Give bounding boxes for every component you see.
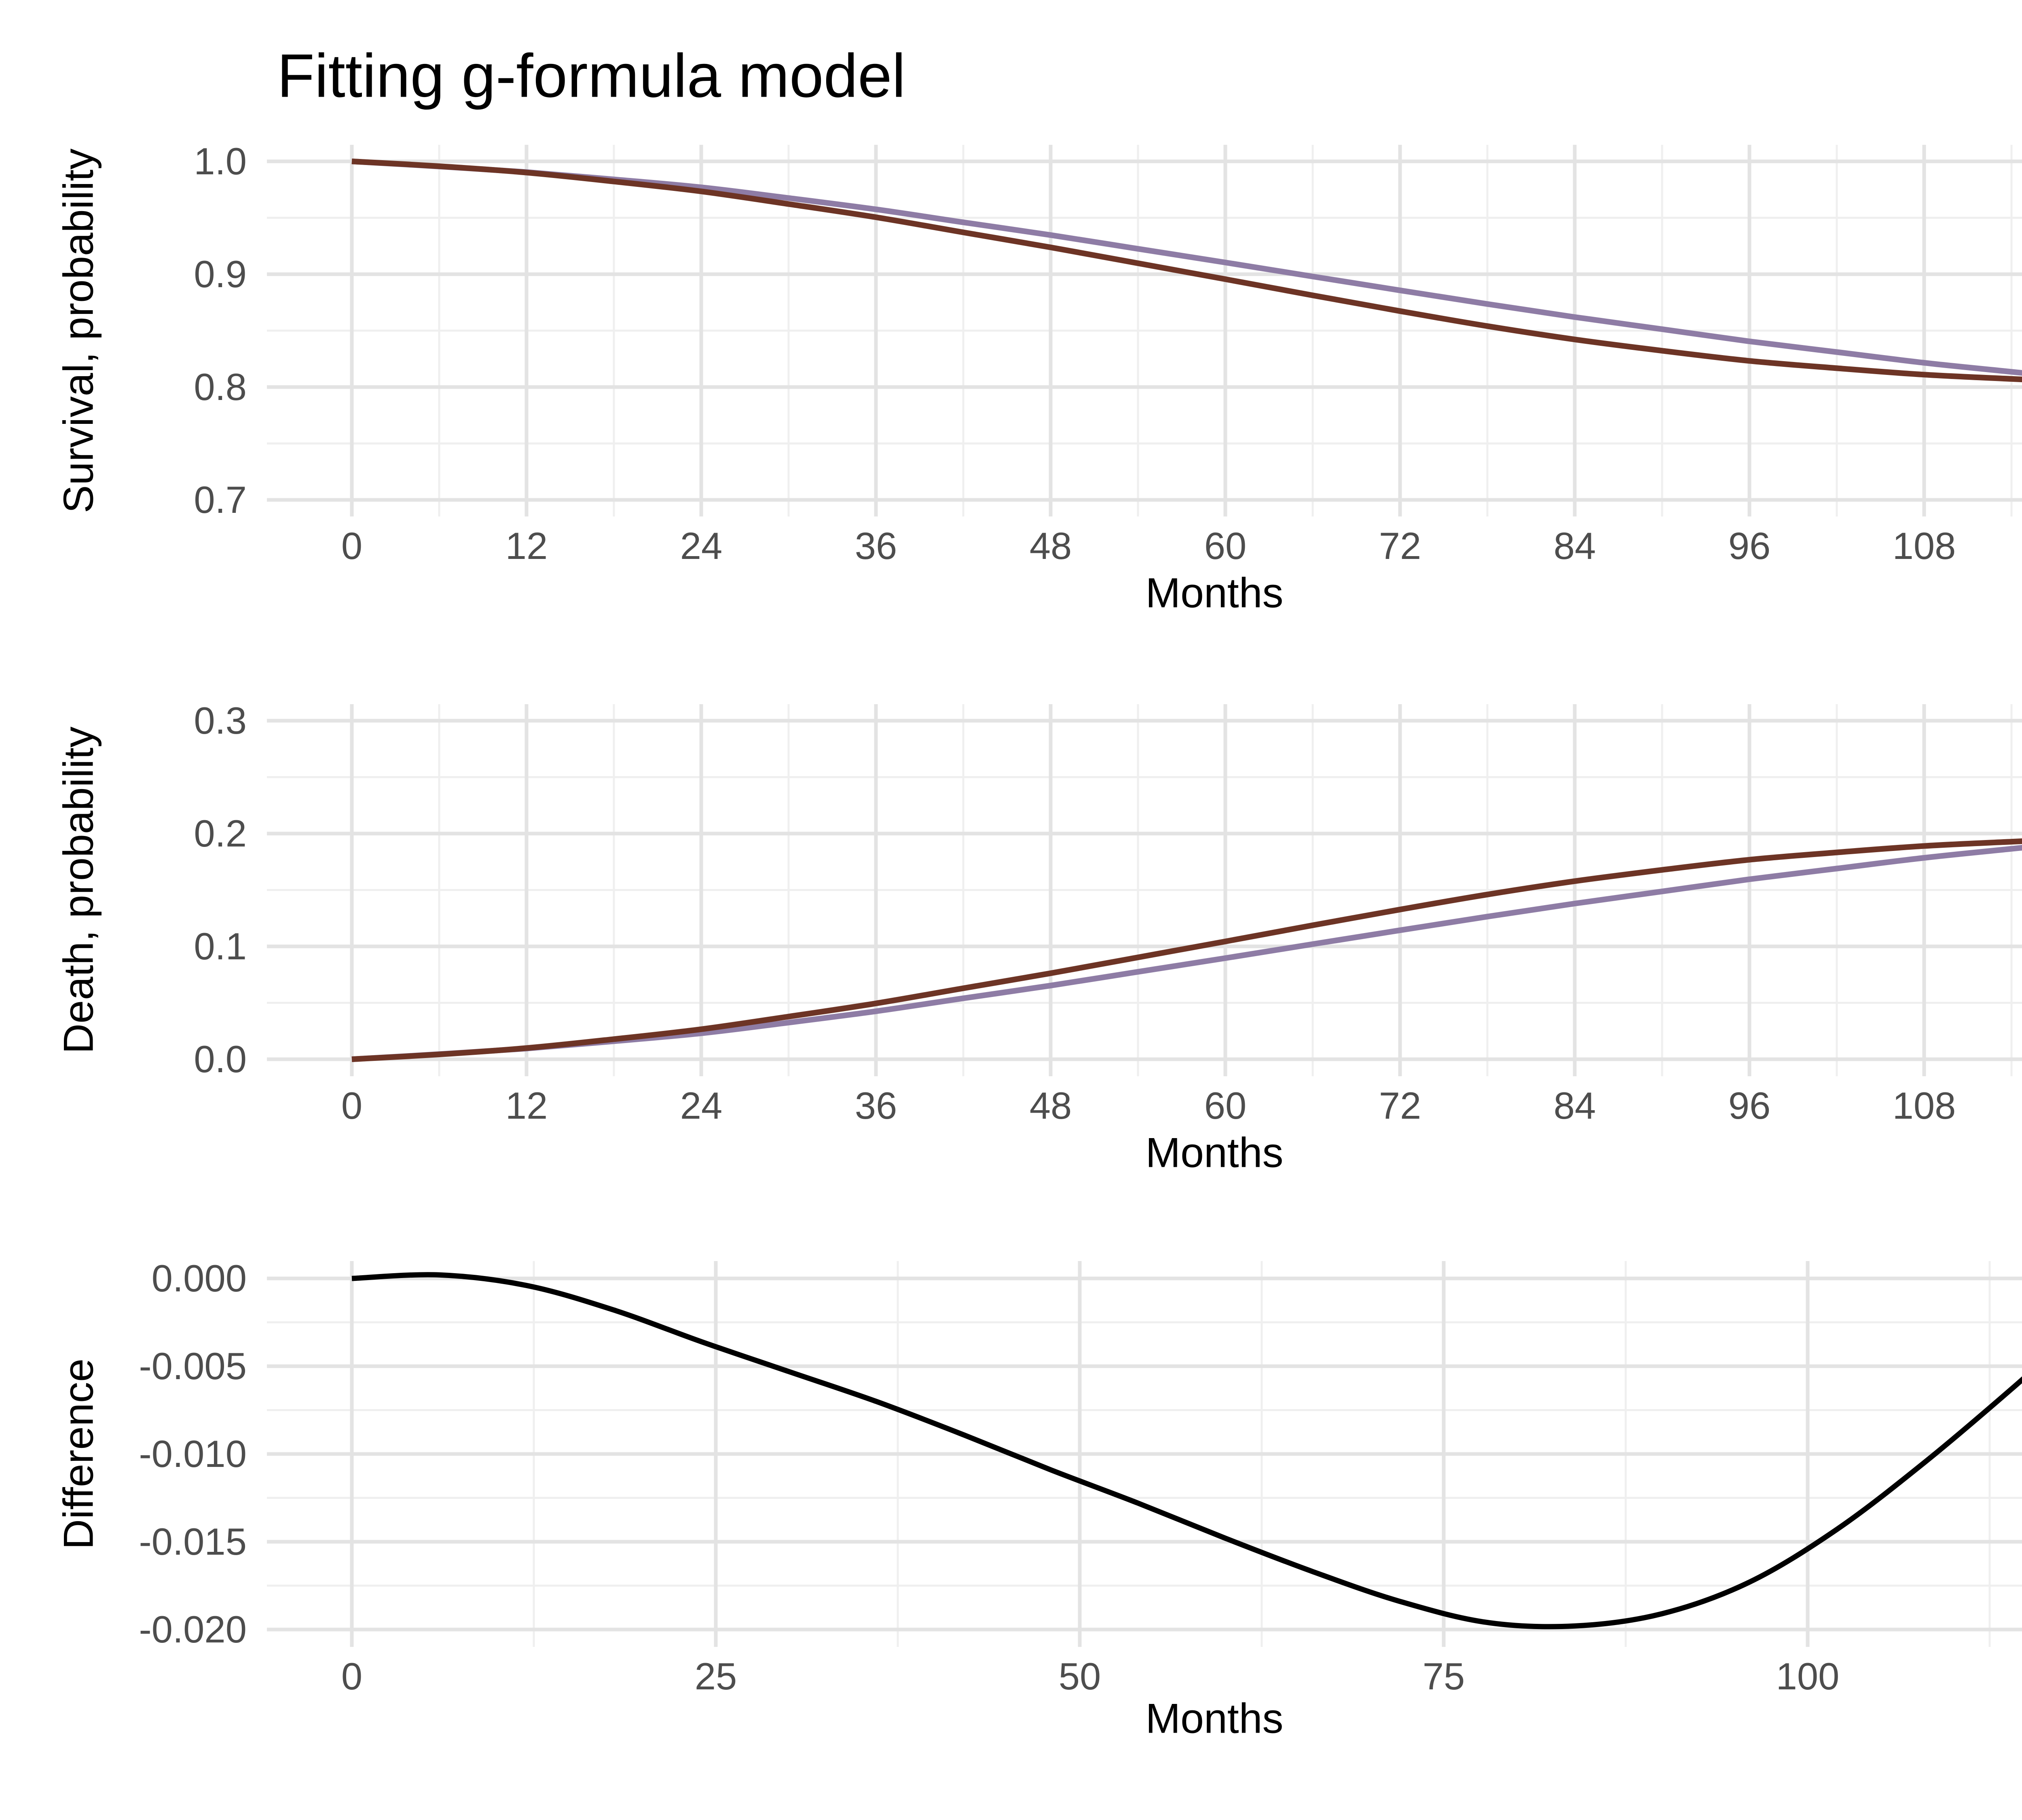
y-tick-label: -0.005 — [139, 1345, 247, 1387]
y-tick-label: -0.010 — [139, 1433, 247, 1475]
x-tick-label: 60 — [1204, 525, 1247, 567]
x-tick-label: 100 — [1776, 1655, 1840, 1697]
x-tick-label: 12 — [505, 525, 548, 567]
x-axis-title-months-1: Months — [1145, 569, 1284, 617]
death-plot-panel — [267, 704, 2022, 1076]
y-tick-label: 0.8 — [194, 366, 247, 408]
x-tick-label: 0 — [341, 525, 363, 567]
x-tick-label: 24 — [680, 1084, 723, 1127]
x-tick-label: 50 — [1058, 1655, 1101, 1697]
x-tick-label: 48 — [1029, 525, 1072, 567]
gridlines-major — [267, 145, 2022, 516]
x-tick-label: 0 — [341, 1084, 363, 1127]
y-tick-label: 0.2 — [194, 812, 247, 855]
gridlines-major — [267, 704, 2022, 1076]
survival-plot-panel — [267, 145, 2022, 516]
x-tick-label: 48 — [1029, 1084, 1072, 1127]
y-axis-title-survival: Survival, probability — [55, 148, 102, 513]
y-axis-title-death: Death, probability — [55, 726, 102, 1054]
y-tick-label: 0.1 — [194, 925, 247, 967]
x-tick-label: 108 — [1892, 525, 1956, 567]
series-line-smoking-1 — [351, 159, 2022, 383]
y-tick-label: 0.0 — [194, 1038, 247, 1080]
y-tick-label: 0.000 — [151, 1257, 247, 1299]
x-tick-label: 36 — [854, 1084, 897, 1127]
y-axis-title-difference: Difference — [55, 1358, 102, 1550]
gridlines-minor — [267, 145, 2022, 516]
gridlines-major — [267, 1261, 2022, 1647]
series-line-smoking-1 — [351, 838, 2022, 1062]
x-tick-label: 108 — [1892, 1084, 1956, 1127]
x-tick-label: 72 — [1379, 525, 1421, 567]
y-tick-label: 0.9 — [194, 253, 247, 295]
x-tick-label: 75 — [1422, 1655, 1465, 1697]
x-tick-label: 12 — [505, 1084, 548, 1127]
gridlines-minor — [267, 1261, 2022, 1647]
x-tick-label: 96 — [1728, 1084, 1771, 1127]
x-tick-label: 96 — [1728, 525, 1771, 567]
x-axis-title-months-2: Months — [1145, 1129, 1284, 1177]
x-tick-label: 84 — [1553, 1084, 1596, 1127]
x-tick-label: 25 — [694, 1655, 737, 1697]
y-tick-label: 0.3 — [194, 699, 247, 742]
x-tick-label: 72 — [1379, 1084, 1421, 1127]
x-tick-label: 84 — [1553, 525, 1596, 567]
y-tick-label: -0.020 — [139, 1608, 247, 1651]
x-tick-label: 24 — [680, 525, 723, 567]
difference-plot-panel — [267, 1261, 2022, 1647]
x-tick-label: 60 — [1204, 1084, 1247, 1127]
gridlines-minor — [267, 704, 2022, 1076]
x-tick-label: 36 — [854, 525, 897, 567]
y-tick-label: 0.7 — [194, 478, 247, 521]
y-tick-label: 1.0 — [194, 140, 247, 182]
x-axis-title-months-3: Months — [1145, 1695, 1284, 1742]
x-tick-label: 0 — [341, 1655, 363, 1697]
plot-title: Fitting g-formula model — [277, 41, 906, 110]
y-tick-label: -0.015 — [139, 1520, 247, 1563]
series-line-difference — [351, 1272, 2022, 1630]
